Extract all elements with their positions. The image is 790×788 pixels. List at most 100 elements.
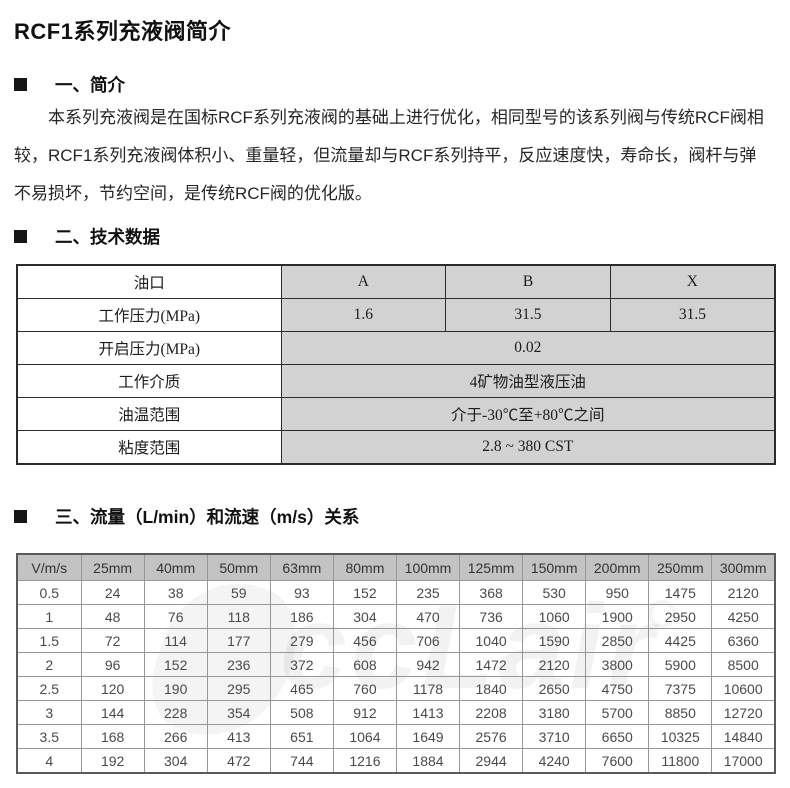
flow-data-cell: 413 — [206, 724, 271, 749]
flow-data-cell: 1.5 — [16, 628, 82, 653]
tech-row-label: 开启压力(MPa) — [16, 331, 282, 365]
section-heading-intro: 一、简介 — [14, 72, 125, 97]
table-row: 1 48 76 118 186 304 470 736 1060 1900 2950 4250 — [16, 604, 776, 629]
flow-data-cell: 1064 — [332, 724, 397, 749]
flow-data-cell: 1472 — [459, 652, 524, 677]
flow-data-cell: 304 — [332, 604, 397, 629]
flow-data-cell: 266 — [143, 724, 208, 749]
flow-data-cell: 465 — [269, 676, 334, 701]
table-row: 工作介质 4矿物油型液压油 — [16, 364, 776, 398]
flow-data-cell: 304 — [143, 748, 208, 774]
flow-header-cell: 50mm — [206, 553, 271, 581]
flow-header-cell: 150mm — [522, 553, 587, 581]
table-row: 开启压力(MPa) 0.02 — [16, 331, 776, 365]
intro-paragraph: 本系列充液阀是在国标RCF系列充液阀的基础上进行优化，相同型号的该系列阀与传统R… — [14, 99, 790, 213]
flow-data-cell: 8500 — [711, 652, 776, 677]
flow-data-cell: 2 — [16, 652, 82, 677]
flow-data-cell: 2.5 — [16, 676, 82, 701]
flow-data-cell: 4250 — [711, 604, 776, 629]
section-heading-label: 二、技术数据 — [55, 227, 160, 247]
tech-value-cell: X — [609, 264, 776, 299]
flow-data-cell: 472 — [206, 748, 271, 774]
tech-value-cell: 31.5 — [609, 298, 776, 332]
tech-value-cell: 4矿物油型液压油 — [280, 364, 776, 398]
flow-header-cell: 63mm — [269, 553, 334, 581]
flow-data-cell: 2576 — [459, 724, 524, 749]
flow-data-cell: 942 — [395, 652, 461, 677]
flow-data-cell: 14840 — [711, 724, 776, 749]
flow-data-cell: 912 — [332, 700, 397, 725]
flow-data-cell: 1840 — [459, 676, 524, 701]
flow-data-cell: 4240 — [522, 748, 587, 774]
table-row: 4 192 304 472 744 1216 1884 2944 4240 7600 11800 17… — [16, 748, 776, 774]
flow-data-cell: 508 — [269, 700, 334, 725]
tech-value-cell: 31.5 — [445, 298, 611, 332]
flow-data-cell: 279 — [269, 628, 334, 653]
flow-data-cell: 530 — [522, 580, 587, 605]
flow-data-cell: 3710 — [522, 724, 587, 749]
table-row: 2.5 120 190 295 465 760 1178 1840 2650 4750 7375 10… — [16, 676, 776, 701]
flow-header-cell: 125mm — [459, 553, 524, 581]
tech-row-label: 粘度范围 — [16, 430, 282, 465]
flow-data-cell: 96 — [80, 652, 145, 677]
flow-data-cell: 7375 — [648, 676, 713, 701]
flow-data-cell: 10600 — [711, 676, 776, 701]
flow-header-cell: 300mm — [711, 553, 776, 581]
tech-data-table: 油口 A B X 工作压力(MPa) 1.6 31.5 31.5 开启压力(MPa) 0.02 工作… — [16, 264, 776, 465]
flow-data-cell: 177 — [206, 628, 271, 653]
flow-data-cell: 0.5 — [16, 580, 82, 605]
flow-data-cell: 1060 — [522, 604, 587, 629]
flow-data-cell: 235 — [395, 580, 461, 605]
flow-data-cell: 12720 — [711, 700, 776, 725]
flow-data-cell: 1216 — [332, 748, 397, 774]
flow-data-cell: 368 — [459, 580, 524, 605]
tech-value-cell: 介于-30℃至+80℃之间 — [280, 397, 776, 431]
flow-data-cell: 372 — [269, 652, 334, 677]
flow-data-cell: 2950 — [648, 604, 713, 629]
flow-data-cell: 2208 — [459, 700, 524, 725]
flow-data-cell: 1040 — [459, 628, 524, 653]
flow-data-cell: 3.5 — [16, 724, 82, 749]
section-heading-flow-relation: 三、流量（L/min）和流速（m/s）关系 — [14, 504, 359, 529]
tech-value-cell: 0.02 — [280, 331, 776, 365]
flow-header-cell: 200mm — [585, 553, 650, 581]
flow-data-cell: 24 — [80, 580, 145, 605]
section-heading-label: 一、简介 — [55, 75, 125, 95]
flow-data-cell: 2944 — [459, 748, 524, 774]
section-bullet-icon — [14, 510, 27, 523]
flow-data-cell: 17000 — [711, 748, 776, 774]
flow-data-cell: 118 — [206, 604, 271, 629]
flow-data-cell: 76 — [143, 604, 208, 629]
flow-data-cell: 72 — [80, 628, 145, 653]
tech-row-label: 油温范围 — [16, 397, 282, 431]
flow-data-cell: 706 — [395, 628, 461, 653]
flow-data-cell: 1 — [16, 604, 82, 629]
flow-header-cell: 250mm — [648, 553, 713, 581]
paragraph-line: 本系列充液阀是在国标RCF系列充液阀的基础上进行优化，相同型号的该系列阀与传统R… — [48, 108, 764, 127]
flow-header-cell: V/m/s — [16, 553, 82, 581]
flow-data-cell: 456 — [332, 628, 397, 653]
page-title: RCF1系列充液阀简介 — [14, 19, 231, 44]
table-row: 3.5 168 266 413 651 1064 1649 2576 3710 6650 10325… — [16, 724, 776, 749]
tech-row-label: 工作压力(MPa) — [16, 298, 282, 332]
table-row: 油温范围 介于-30℃至+80℃之间 — [16, 397, 776, 431]
tech-value-cell: 1.6 — [280, 298, 447, 332]
flow-header-cell: 25mm — [80, 553, 145, 581]
flow-data-cell: 59 — [206, 580, 271, 605]
paragraph-line: 较，RCF1系列充液阀体积小、重量轻，但流量却与RCF系列持平，反应速度快，寿命… — [14, 146, 757, 165]
flow-data-cell: 114 — [143, 628, 208, 653]
flow-data-cell: 470 — [395, 604, 461, 629]
section-heading-label: 三、流量（L/min）和流速（m/s）关系 — [55, 507, 360, 527]
flow-data-cell: 744 — [269, 748, 334, 774]
flow-data-cell: 144 — [80, 700, 145, 725]
flow-data-cell: 608 — [332, 652, 397, 677]
flow-header-row: V/m/s 25mm 40mm 50mm 63mm 80mm 100mm 125mm 150mm… — [16, 553, 776, 581]
flow-data-cell: 7600 — [585, 748, 650, 774]
flow-data-cell: 2850 — [585, 628, 650, 653]
flow-header-cell: 40mm — [143, 553, 208, 581]
flow-data-cell: 1475 — [648, 580, 713, 605]
flow-data-cell: 1649 — [395, 724, 461, 749]
flow-data-cell: 5900 — [648, 652, 713, 677]
flow-data-cell: 354 — [206, 700, 271, 725]
